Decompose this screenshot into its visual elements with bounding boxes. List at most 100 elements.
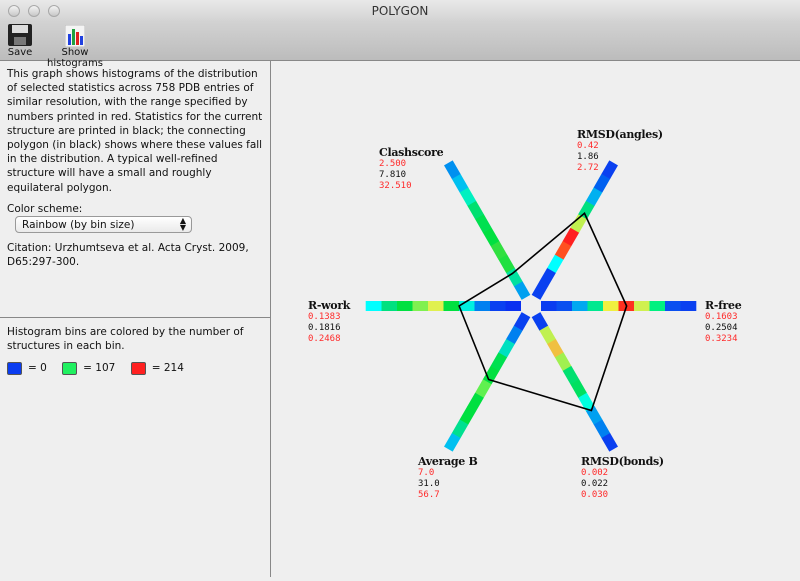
histogram-bin (547, 339, 564, 358)
description-text: This graph shows histograms of the distr… (7, 68, 263, 194)
histogram-bin (498, 339, 515, 358)
legend-label-107: = 107 (83, 362, 116, 374)
color-scheme-select[interactable]: Rainbow (by bin size) ▲ ▼ (15, 216, 192, 234)
histogram-bin (412, 301, 428, 311)
histogram-bin (562, 365, 580, 385)
legend-label-214: = 214 (151, 362, 184, 374)
histogram-bin (513, 312, 531, 331)
axis-label-rmsd-angles: RMSD(angles) 0.42 1.86 2.72 (577, 128, 663, 173)
title-bar: POLYGON (0, 0, 800, 22)
histogram-bin (506, 267, 523, 287)
legend-swatches: = 0 = 107 = 214 (7, 361, 263, 375)
histogram-bin (459, 187, 477, 206)
histogram-bin (547, 254, 564, 273)
legend-swatch-214 (130, 361, 146, 375)
histogram-bin (459, 406, 477, 425)
histogram-bin (475, 379, 492, 398)
histogram-bin (381, 301, 397, 311)
citation: Citation: Urzhumtseva et al. Acta Cryst.… (7, 242, 249, 269)
histogram-bin (482, 227, 500, 247)
legend-label-0: = 0 (28, 362, 47, 374)
histogram-bin (556, 301, 573, 311)
histogram-bin (443, 301, 459, 311)
close-button[interactable] (8, 5, 20, 17)
histogram-bin (490, 352, 508, 372)
histogram-bin (489, 301, 506, 311)
structure-polygon (458, 212, 628, 412)
histogram-bin (539, 267, 556, 287)
histogram-bin (603, 301, 619, 311)
histogram-bin (475, 214, 492, 233)
show-histograms-label: Show histograms (47, 47, 103, 69)
histogram-bin (585, 187, 603, 206)
show-histograms-button[interactable]: Show histograms (39, 22, 111, 69)
minimize-button[interactable] (28, 5, 40, 17)
histogram-bin (554, 240, 572, 260)
histogram-bin (539, 325, 556, 345)
histogram-bin (649, 301, 666, 311)
histogram-bin (506, 325, 523, 345)
histogram-rmsd-angles- (531, 160, 618, 300)
histogram-bin (427, 301, 444, 311)
axis-label-average-b: Average B 7.0 31.0 56.7 (418, 455, 478, 500)
save-button[interactable]: Save (6, 22, 34, 58)
histogram-bin (570, 379, 587, 398)
histogram-bin (458, 301, 475, 311)
histogram-bin (634, 301, 650, 311)
legend-text: Histogram bins are colored by the number… (7, 326, 244, 352)
axis-label-r-free: R-free 0.1603 0.2504 0.3234 (705, 299, 742, 344)
histogram-bin (562, 227, 580, 247)
polygon-plot: R-free 0.1603 0.2504 0.3234 RMSD(angles) 0.4… (272, 61, 800, 577)
histogram-bin (570, 214, 587, 233)
histogram-bin (593, 419, 611, 439)
histogram-bin (467, 392, 484, 412)
histogram-bin (498, 254, 515, 273)
histogram-bin (490, 240, 508, 260)
histogram-bin (365, 301, 382, 311)
color-scheme-label: Color scheme: (7, 202, 83, 215)
histogram-bin (451, 419, 469, 439)
histogram-bin (601, 432, 618, 452)
polygon-chart (365, 160, 697, 452)
histogram-bin (541, 301, 557, 311)
zoom-button[interactable] (48, 5, 60, 17)
histogram-clashscore (444, 160, 531, 300)
histogram-bin (531, 281, 549, 300)
histogram-rmsd-bonds- (531, 312, 618, 452)
histogram-bin (572, 301, 588, 311)
histogram-bin (482, 365, 500, 385)
histogram-bin (680, 301, 697, 311)
toolbar: Save Show histograms (0, 22, 800, 69)
histogram-bin (601, 160, 618, 180)
histogram-bin (444, 160, 461, 180)
legend-section: Histogram bins are colored by the number… (0, 319, 270, 381)
histogram-bin (505, 301, 521, 311)
histogram-bin (578, 392, 595, 412)
histogram-bin (593, 173, 611, 193)
info-panel: This graph shows histograms of the distr… (0, 61, 271, 577)
histogram-r-free (541, 301, 697, 311)
floppy-disk-icon (6, 22, 34, 47)
save-label: Save (7, 47, 33, 58)
histogram-bin (554, 352, 572, 372)
histogram-bin (396, 301, 413, 311)
histogram-bin (531, 312, 549, 331)
legend-swatch-0 (7, 361, 22, 375)
window-title: POLYGON (371, 4, 429, 18)
histogram-bin (444, 432, 461, 452)
histogram-bin (513, 281, 531, 300)
histogram-bin (451, 173, 469, 193)
color-scheme-row: Color scheme: Rainbow (by bin size) ▲ ▼ (7, 202, 263, 234)
histogram-icon (39, 22, 111, 47)
color-scheme-value: Rainbow (by bin size) (22, 219, 135, 232)
histogram-bin (665, 301, 681, 311)
description-section: This graph shows histograms of the distr… (0, 61, 270, 318)
histogram-bin (587, 301, 604, 311)
histogram-r-work (365, 301, 521, 311)
histogram-bin (467, 200, 484, 220)
axis-label-clashscore: Clashscore 2.500 7.810 32.510 (379, 146, 444, 191)
axis-label-r-work: R-work 0.1383 0.1816 0.2468 (308, 299, 351, 344)
histogram-bin (474, 301, 490, 311)
legend-swatch-107 (62, 361, 78, 375)
updown-chevron-icon: ▲ ▼ (179, 216, 186, 233)
